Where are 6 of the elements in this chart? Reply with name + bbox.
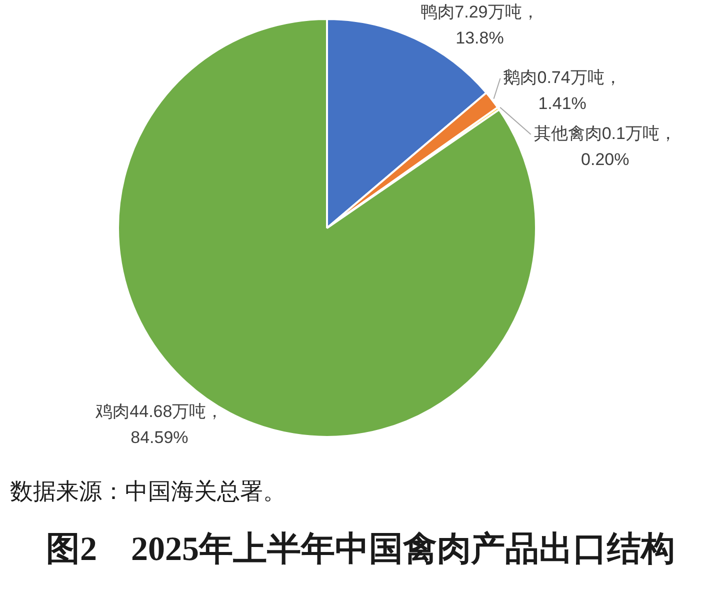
slice-label: 其他禽肉0.1万吨， 0.20% [534,124,676,170]
source-note: 数据来源：中国海关总署。 [10,479,286,504]
slice-label: 鸡肉44.68万吨， 84.59% [94,402,224,448]
text: 图2 2025年上半年中国禽肉产品出口结构 [46,530,675,568]
slice-label: 鸭肉7.29万吨， 13.8% [420,2,539,48]
slice-label: 鹅肉0.74万吨， 1.41% [503,68,622,114]
